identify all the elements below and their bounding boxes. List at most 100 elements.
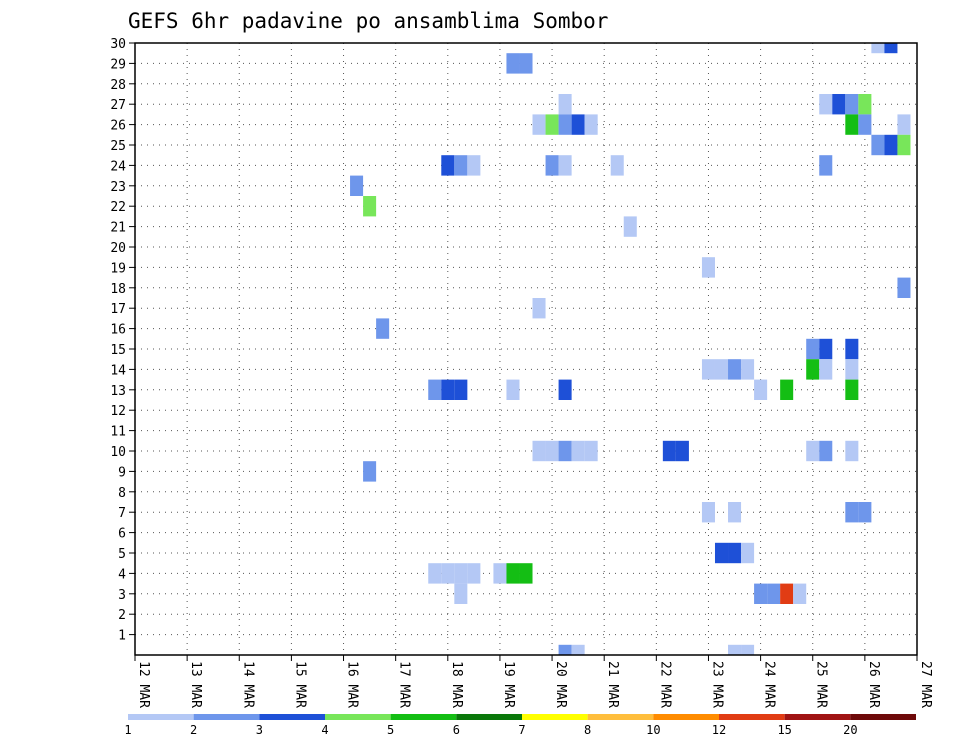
x-tick-label: 17 MAR (397, 661, 412, 708)
y-tick-label: 23 (110, 180, 126, 195)
precipitation-cell (584, 440, 598, 462)
precipitation-cell (871, 134, 885, 156)
precipitation-cell (545, 155, 559, 176)
legend-label: 10 (646, 723, 660, 737)
precipitation-cell (441, 563, 455, 584)
y-tick-label: 19 (110, 261, 126, 276)
precipitation-cell (545, 440, 559, 462)
precipitation-cell (871, 43, 885, 54)
precipitation-cell (806, 440, 820, 462)
legend-swatch (390, 714, 457, 720)
y-tick-label: 27 (110, 98, 126, 113)
y-tick-label: 8 (118, 486, 126, 501)
x-tick-label: 27 MAR (918, 661, 933, 708)
precipitation-cell (754, 379, 768, 400)
precipitation-cell (701, 502, 715, 523)
x-tick-label: 26 MAR (866, 661, 881, 708)
precipitation-cell (728, 359, 742, 380)
precipitation-cell (454, 379, 468, 400)
precipitation-cell (545, 114, 559, 135)
x-tick-label: 13 MAR (188, 661, 203, 708)
precipitation-cell (741, 359, 755, 380)
y-tick-label: 16 (110, 323, 126, 338)
precipitation-cell (741, 644, 755, 655)
precipitation-cell (467, 155, 481, 176)
precipitation-cell (363, 461, 377, 482)
precipitation-cell (571, 644, 585, 655)
x-tick-label: 24 MAR (762, 661, 777, 708)
legend-swatch (325, 714, 391, 720)
legend-swatch (784, 714, 851, 720)
precipitation-cell (728, 644, 742, 655)
precipitation-cell (819, 359, 833, 380)
precipitation-cell (806, 359, 820, 380)
legend-label: 3 (256, 723, 263, 737)
y-tick-label: 7 (118, 506, 126, 521)
y-tick-label: 22 (110, 200, 126, 215)
legend-swatch (587, 714, 654, 720)
y-tick-label: 24 (110, 159, 126, 174)
precipitation-cell (454, 563, 468, 584)
precipitation-cell (610, 155, 624, 176)
x-tick-label: 18 MAR (449, 661, 464, 708)
y-tick-label: 17 (110, 302, 126, 317)
precipitation-cell (467, 563, 481, 584)
precipitation-cell (884, 134, 898, 156)
precipitation-cell (675, 440, 689, 462)
precipitation-cell (454, 155, 468, 176)
precipitation-cell (845, 359, 859, 380)
y-tick-label: 29 (110, 57, 126, 72)
x-tick-label: 25 MAR (814, 661, 829, 708)
y-tick-label: 21 (110, 221, 126, 236)
precipitation-cell (845, 338, 859, 360)
y-tick-label: 10 (110, 445, 126, 460)
precipitation-cell (714, 542, 729, 564)
precipitation-cell (454, 583, 468, 604)
precipitation-cell (584, 114, 598, 135)
precipitation-cell (780, 583, 794, 604)
precipitation-cell (897, 277, 911, 298)
precipitation-cell (884, 43, 898, 54)
precipitation-cell (819, 338, 833, 360)
precipitation-cell (519, 563, 533, 584)
precipitation-cell (819, 94, 833, 115)
y-tick-label: 5 (118, 547, 126, 562)
precipitation-cell (845, 502, 859, 523)
x-tick-label: 19 MAR (501, 661, 516, 708)
precipitation-cell (506, 563, 520, 584)
y-tick-label: 12 (110, 404, 126, 419)
precipitation-cell (558, 440, 572, 462)
precipitation-cell (728, 502, 742, 523)
legend-label: 5 (387, 723, 394, 737)
legend-swatch (193, 714, 260, 720)
legend-swatch (259, 714, 325, 720)
precipitation-cell (350, 175, 364, 196)
precipitation-cell (858, 94, 872, 115)
x-tick-label: 20 MAR (553, 661, 568, 708)
y-tick-label: 14 (110, 363, 126, 378)
precipitation-cell (806, 338, 820, 360)
precipitation-cell (845, 114, 859, 135)
y-tick-label: 18 (110, 282, 126, 297)
precipitation-cell (845, 94, 859, 115)
x-tick-label: 16 MAR (345, 661, 360, 708)
precipitation-cell (701, 257, 715, 278)
precipitation-cell (519, 53, 533, 74)
precipitation-cell (845, 379, 859, 400)
precipitation-cell (428, 563, 442, 584)
y-axis-ticks: 1234567891011121314151617181920212223242… (110, 37, 135, 644)
y-tick-label: 4 (118, 567, 126, 582)
precipitation-cell (428, 379, 442, 400)
x-tick-label: 12 MAR (136, 661, 151, 708)
legend-label: 2 (190, 723, 197, 737)
chart-title: GEFS 6hr padavine po ansamblima Sombor (128, 9, 608, 33)
precipitation-cell (441, 155, 455, 176)
precipitation-cell (363, 196, 377, 217)
precipitation-cell (897, 114, 911, 135)
legend-swatch (719, 714, 785, 720)
precipitation-cell (571, 114, 585, 135)
y-tick-label: 20 (110, 241, 126, 256)
precipitation-cell (832, 94, 846, 115)
precipitation-cell (558, 155, 572, 176)
